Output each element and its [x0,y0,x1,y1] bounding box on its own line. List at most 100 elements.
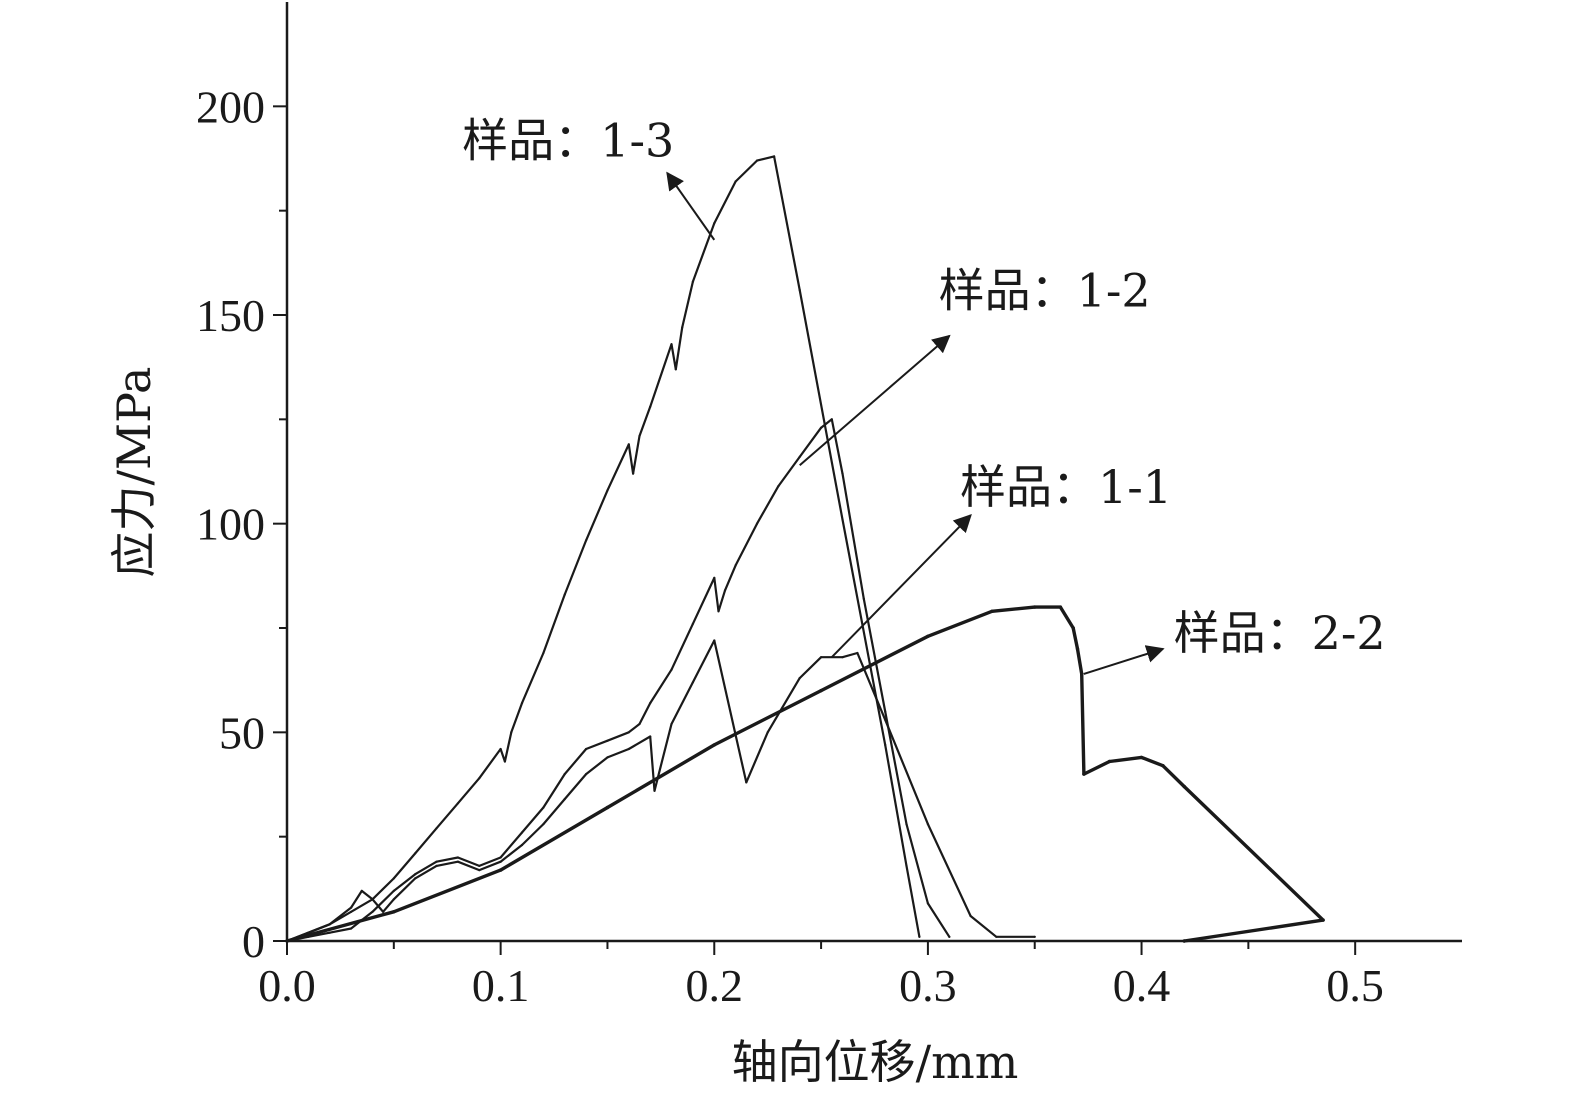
data-point [990,609,994,613]
data-point [392,889,395,893]
data-point [1182,939,1187,943]
data-point [884,718,887,721]
data-point [563,798,566,801]
x-tick-label: 0.2 [686,960,744,1011]
data-point [723,589,727,592]
data-point [414,852,417,855]
data-point [1161,764,1165,768]
data-point [627,731,630,734]
data-point [382,910,385,913]
data-point [820,426,823,429]
data-point [926,823,930,826]
data-point [841,472,844,475]
data-point [563,773,566,776]
data-point [926,634,930,638]
data-point [606,756,609,759]
data-point [1107,759,1112,764]
series-4 [285,605,1325,943]
data-point [478,869,481,872]
y-axis-title: 应力/MPa [107,367,161,578]
data-point [841,518,844,521]
data-point [862,597,865,600]
data-point [819,688,823,693]
data-point [905,864,908,868]
data-point [456,802,459,805]
data-point [918,935,921,938]
data-point [414,873,417,876]
data-point [392,898,395,901]
data-point [713,576,716,580]
data-point [350,927,353,930]
data-point [649,735,652,738]
data-point [1080,672,1084,676]
data-point [392,910,396,914]
x-tick-label: 0.3 [899,960,957,1011]
data-point [520,843,524,847]
annotation: 样品：1-1 [831,460,1172,658]
data-point [712,743,716,747]
x-tick-label: 0.4 [1113,960,1171,1011]
y-tick-label: 50 [219,707,265,758]
data-point [350,910,353,913]
data-point [414,877,417,880]
data-point [773,155,776,158]
data-point [755,522,759,525]
data-point [713,222,716,225]
annotation: 样品：2-2 [1083,606,1386,675]
y-tick-label: 100 [196,499,265,550]
data-point [1321,918,1325,922]
y-tick-label: 200 [196,81,265,132]
data-point [435,860,438,863]
series-1 [285,155,921,943]
data-point [606,739,609,742]
annotation-arrow [831,514,972,658]
data-point [1033,935,1036,938]
data-point [691,622,695,625]
data-point [456,860,459,863]
data-point [478,777,481,780]
data-point [542,651,545,655]
data-point [638,722,641,726]
data-point [734,564,737,567]
data-point [884,710,887,713]
data-point [670,722,673,726]
data-point [435,827,438,830]
data-point [766,731,769,734]
data-point [503,760,506,763]
data-point [717,610,720,613]
data-point [371,910,374,913]
data-point [478,864,481,868]
annotation-arrow [1083,645,1165,675]
data-point [1075,647,1080,651]
series-line [285,418,951,943]
data-point [1071,626,1075,630]
data-point [670,343,673,346]
data-point [606,489,609,492]
data-point [745,781,748,784]
data-point [510,731,513,734]
annotation-arrow [799,334,951,466]
data-point [948,935,951,938]
data-point [392,877,395,880]
data-point [755,159,759,162]
data-point [520,702,524,705]
data-point [1033,605,1037,609]
data-point [585,747,588,751]
data-point [713,639,716,642]
annotation: 样品：1-2 [799,264,1151,466]
data-point [670,668,673,671]
series-annotations: 样品：1-3 样品：1-2 样品：1-1 样品：2-2 [462,113,1386,675]
y-tick-label: 150 [196,290,265,341]
x-tick-label: 0.5 [1326,960,1384,1011]
data-series [285,155,1325,943]
data-point [691,681,695,684]
data-point [798,455,801,458]
annotation-arrow [666,171,716,241]
data-point [969,914,972,918]
data-point [1139,755,1144,760]
data-point [456,856,459,859]
data-point [638,434,641,438]
series-line [285,155,921,943]
data-point [371,898,374,901]
data-point [777,485,780,488]
